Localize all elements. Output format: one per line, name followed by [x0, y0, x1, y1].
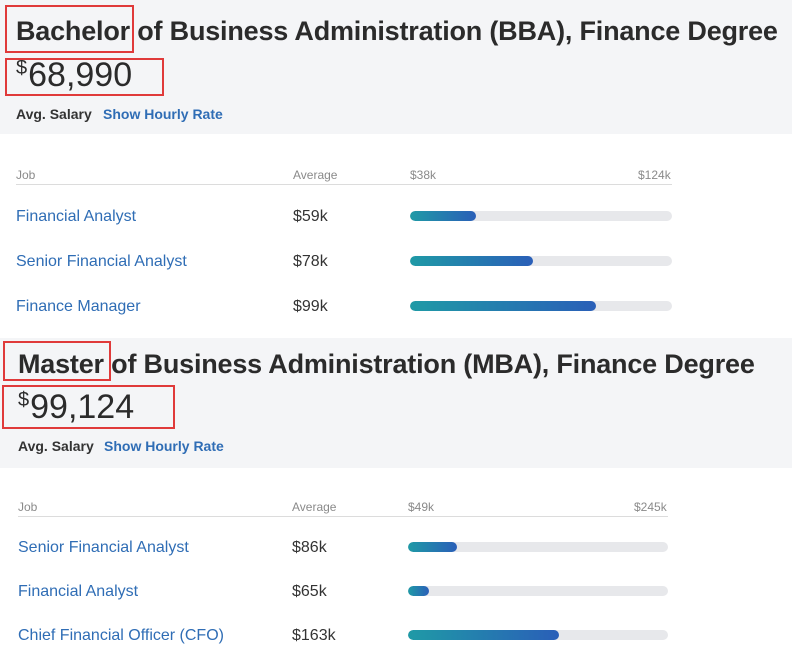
salary-value: 68,990 [28, 56, 133, 94]
job-average: $163k [292, 627, 336, 644]
degree-title-bachelor: Bachelor of Business Administration (BBA… [16, 16, 778, 47]
job-link-financial-analyst[interactable]: Financial Analyst [18, 583, 139, 600]
job-link-senior-financial-analyst[interactable]: Senior Financial Analyst [18, 539, 189, 556]
currency-symbol: $ [18, 389, 30, 411]
salary-range-bar [410, 211, 672, 221]
degree-level-bachelor: Bachelor [16, 16, 130, 46]
salary-bar-fill [410, 211, 476, 221]
job-link-chief-financial-officer[interactable]: Chief Financial Officer (CFO) [18, 627, 224, 644]
salary-range-bar [410, 256, 672, 266]
table-divider [18, 516, 668, 517]
salary-bar-fill [408, 586, 429, 596]
degree-name-bachelor: of Business Administration (BBA), Financ… [129, 16, 778, 46]
salary-range-bar [410, 301, 672, 311]
job-average: $65k [292, 583, 327, 600]
range-max-label: $245k [634, 500, 667, 514]
table-divider [16, 184, 672, 185]
job-average: $78k [293, 253, 328, 270]
range-min-label: $49k [408, 500, 435, 514]
job-link-senior-financial-analyst[interactable]: Senior Financial Analyst [16, 253, 187, 270]
avg-salary-label: Avg. Salary [16, 106, 92, 122]
degree-name-master: of Business Administration (MBA), Financ… [103, 349, 755, 379]
currency-symbol: $ [16, 57, 28, 79]
salary-range-bar [408, 586, 668, 596]
job-link-financial-analyst[interactable]: Financial Analyst [16, 208, 137, 225]
show-hourly-rate-link[interactable]: Show Hourly Rate [103, 106, 223, 122]
salary-bar-fill [408, 630, 559, 640]
col-header-average: Average [293, 168, 338, 182]
col-header-job: Job [18, 500, 38, 514]
highlight-box-salary-bachelor [5, 58, 164, 96]
degree-level-master: Master [18, 349, 104, 379]
col-header-job: Job [16, 168, 36, 182]
job-average: $59k [293, 208, 328, 225]
highlight-box-salary-master [2, 385, 175, 429]
highlight-box-degree-level-bachelor [5, 5, 134, 53]
salary-range-bar [408, 630, 668, 640]
salary-value: 99,124 [30, 388, 135, 426]
salary-bar-fill [408, 542, 458, 552]
salary-bar-fill [410, 301, 597, 311]
salary-range-bar [408, 542, 668, 552]
job-average: $99k [293, 298, 328, 315]
avg-salary-label: Avg. Salary [18, 438, 94, 454]
avg-salary-bachelor: $68,990 [16, 56, 132, 95]
avg-salary-master: $99,124 [18, 388, 134, 427]
range-min-label: $38k [410, 168, 437, 182]
salary-bar-fill [410, 256, 534, 266]
show-hourly-rate-link[interactable]: Show Hourly Rate [104, 438, 224, 454]
col-header-average: Average [292, 500, 337, 514]
highlight-box-degree-level-master [3, 341, 111, 381]
master-header-panel [0, 338, 792, 468]
range-max-label: $124k [638, 168, 671, 182]
job-average: $86k [292, 539, 327, 556]
degree-title-master: Master of Business Administration (MBA),… [18, 349, 755, 380]
job-link-finance-manager[interactable]: Finance Manager [16, 298, 141, 315]
